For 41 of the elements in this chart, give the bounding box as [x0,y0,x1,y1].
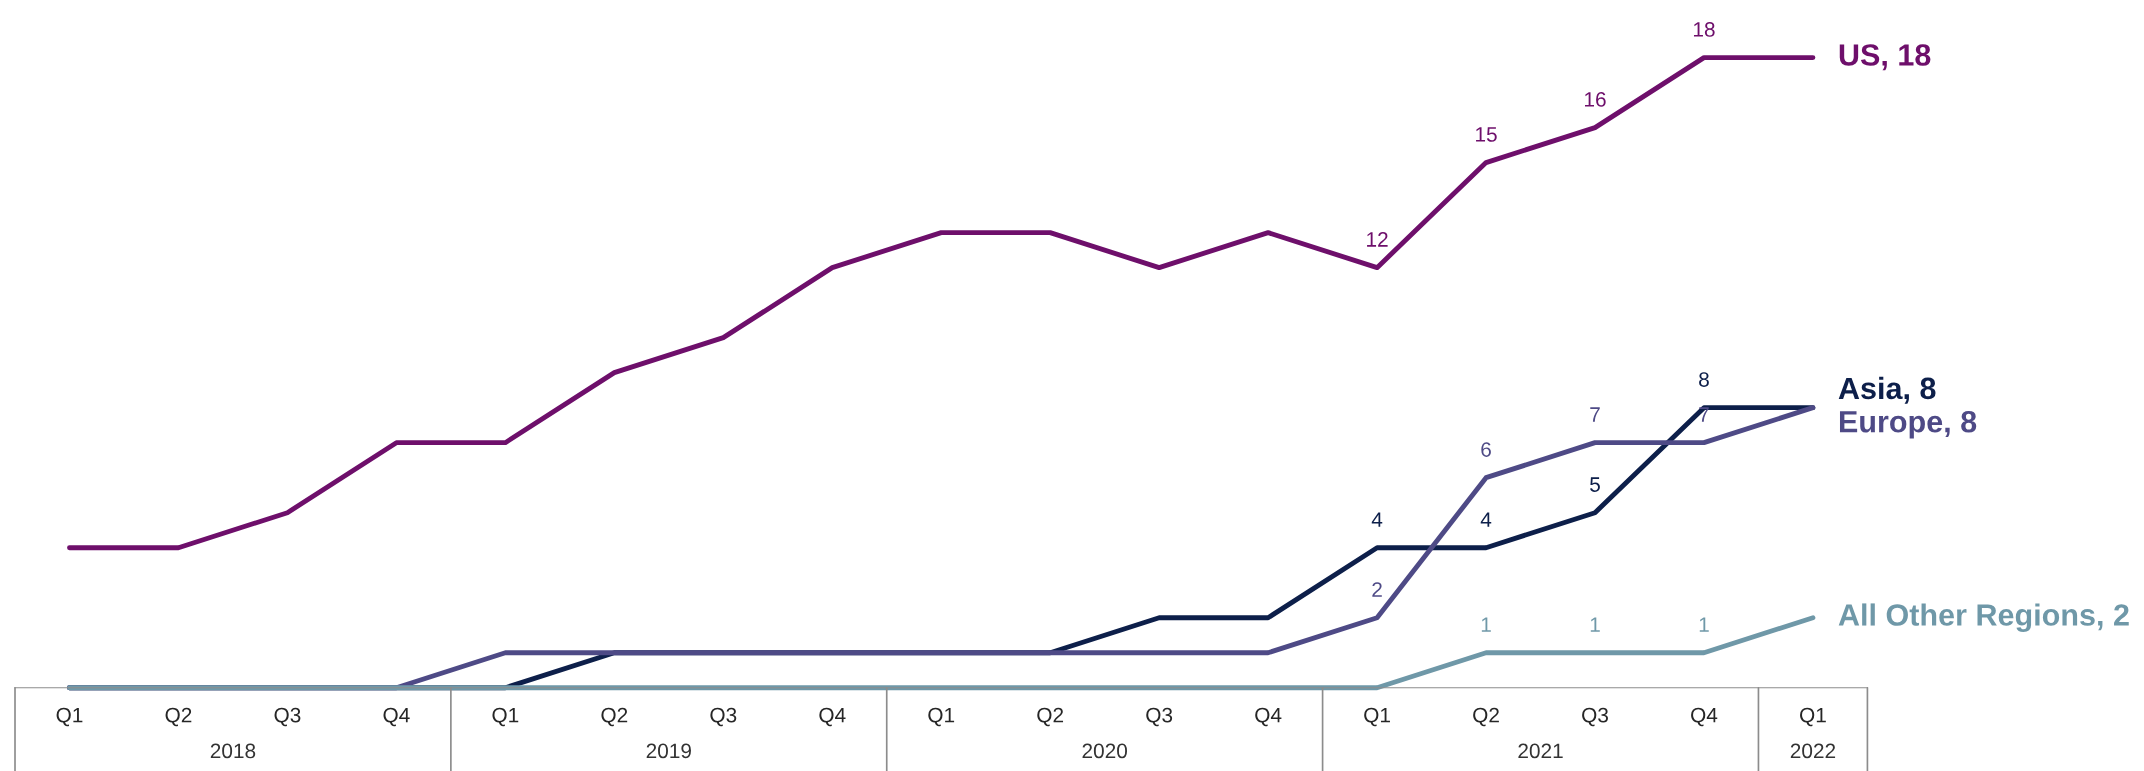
x-tick-label: Q4 [1691,707,1718,727]
data-label: 12 [1367,232,1388,247]
data-label: 7 [1699,407,1709,422]
data-label: 4 [1480,512,1492,527]
x-tick-label: Q3 [1146,707,1173,727]
data-label: 5 [1590,477,1600,492]
x-tick-label: Q2 [1473,707,1499,727]
data-label: 7 [1590,407,1600,422]
x-tick-label: Q1 [492,707,519,727]
x-tick-label: Q4 [383,707,410,727]
data-label: 1 [1590,617,1600,632]
series-label: Asia, 8 [1838,376,1936,404]
x-tick-label: Q1 [1364,707,1390,727]
x-tick-label: Q3 [1582,707,1608,727]
x-tick-label: Q3 [274,707,301,727]
series-label: Europe, 8 [1839,410,1977,439]
x-tick-label: Q1 [1800,707,1826,727]
data-label: 8 [1699,372,1709,387]
x-tick-label: Q3 [710,707,737,727]
data-label: 2 [1372,582,1382,597]
text: 2020 [1082,743,1128,759]
data-label: 4 [1371,512,1383,527]
text: 2021 [1518,743,1563,759]
x-tick-label: Q1 [56,707,83,727]
text: 2019 [646,743,691,759]
data-label: 18 [1693,22,1715,37]
x-tick-label: Q4 [819,707,846,727]
x-tick-label: Q2 [601,707,628,727]
x-tick-label: Q2 [1037,707,1064,727]
x-tick-label: Q4 [1255,707,1282,727]
data-label: 6 [1481,442,1491,457]
series-label: US, 18 [1839,44,1931,71]
text: 2018 [210,743,256,759]
data-label: 16 [1585,92,1606,107]
x-tick-label: Q2 [165,707,192,727]
x-tick-label: Q1 [928,707,955,727]
data-label: 1 [1699,617,1709,632]
text: 2022 [1790,743,1836,759]
data-label: 15 [1476,127,1497,142]
series-label: All Other Regions, 2 [1838,603,2129,633]
data-label: 1 [1481,617,1491,632]
